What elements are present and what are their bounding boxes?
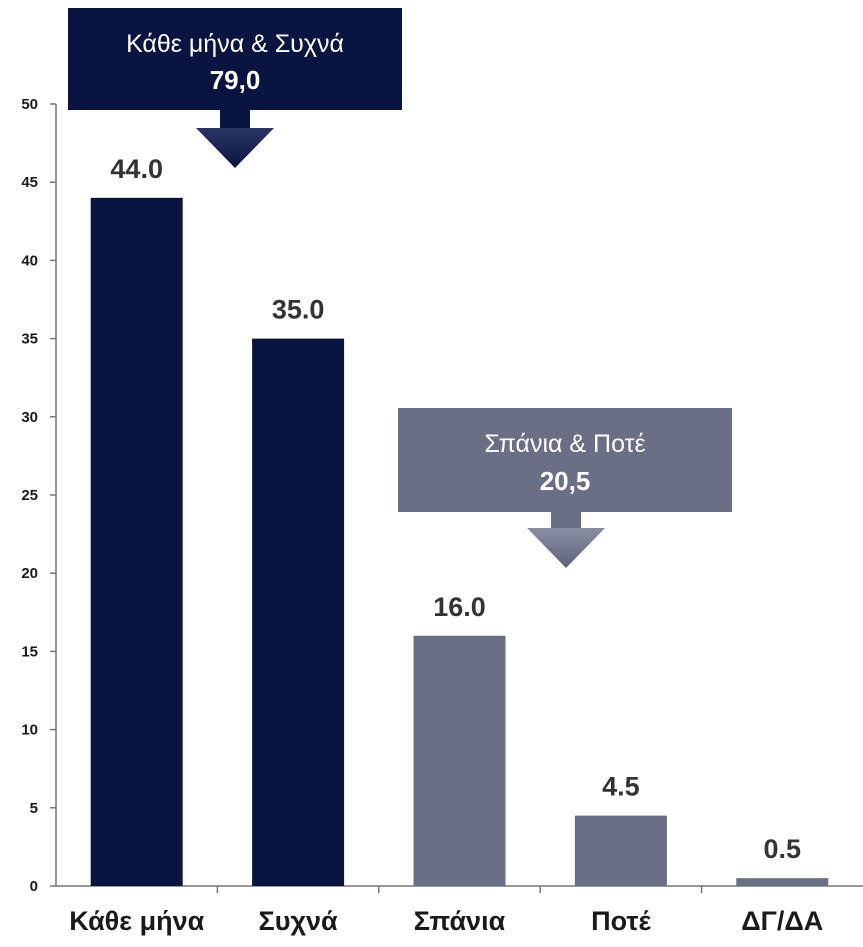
bar	[90, 197, 183, 887]
x-tick-label: ΔΓ/ΔΑ	[741, 906, 823, 936]
y-tick-label: 10	[21, 722, 38, 739]
y-tick-label: 25	[21, 487, 38, 504]
y-tick-label: 20	[21, 565, 38, 582]
x-tick-label: Ποτέ	[591, 906, 651, 936]
x-tick-label: Κάθε μήνα	[69, 906, 204, 936]
callout-value: 79,0	[210, 65, 261, 95]
callout-value: 20,5	[540, 466, 591, 496]
data-label: 44.0	[110, 154, 163, 184]
y-tick-label: 40	[21, 252, 38, 269]
data-label: 0.5	[764, 834, 802, 864]
x-tick-label: Σπάνια	[414, 906, 506, 936]
y-tick-label: 35	[21, 331, 38, 348]
callout-title: Σπάνια & Ποτέ	[484, 430, 645, 458]
callout-arrow-shaft	[551, 512, 581, 528]
y-tick-label: 0	[30, 878, 38, 895]
bar	[736, 878, 829, 886]
callout-arrow	[196, 128, 274, 168]
data-label: 4.5	[602, 772, 640, 802]
callout-monthly-often: Κάθε μήνα & Συχνά 79,0	[68, 8, 402, 168]
callout-box	[398, 408, 732, 512]
y-tick-label: 30	[21, 409, 38, 426]
data-label: 16.0	[433, 592, 486, 622]
y-tick-label: 45	[21, 174, 38, 191]
data-label: 35.0	[272, 295, 325, 325]
y-tick-label: 50	[21, 96, 38, 113]
callout-arrow-shaft	[220, 110, 250, 128]
callout-arrow	[527, 528, 605, 568]
bar	[252, 338, 345, 887]
y-tick-label: 5	[30, 800, 38, 817]
y-tick-label: 15	[21, 643, 38, 660]
bar	[413, 635, 506, 886]
callout-rarely-never: Σπάνια & Ποτέ 20,5	[398, 408, 732, 568]
x-tick-label: Συχνά	[259, 906, 338, 936]
bar	[574, 815, 667, 886]
callout-box	[68, 8, 402, 110]
callout-title: Κάθε μήνα & Συχνά	[126, 30, 344, 58]
